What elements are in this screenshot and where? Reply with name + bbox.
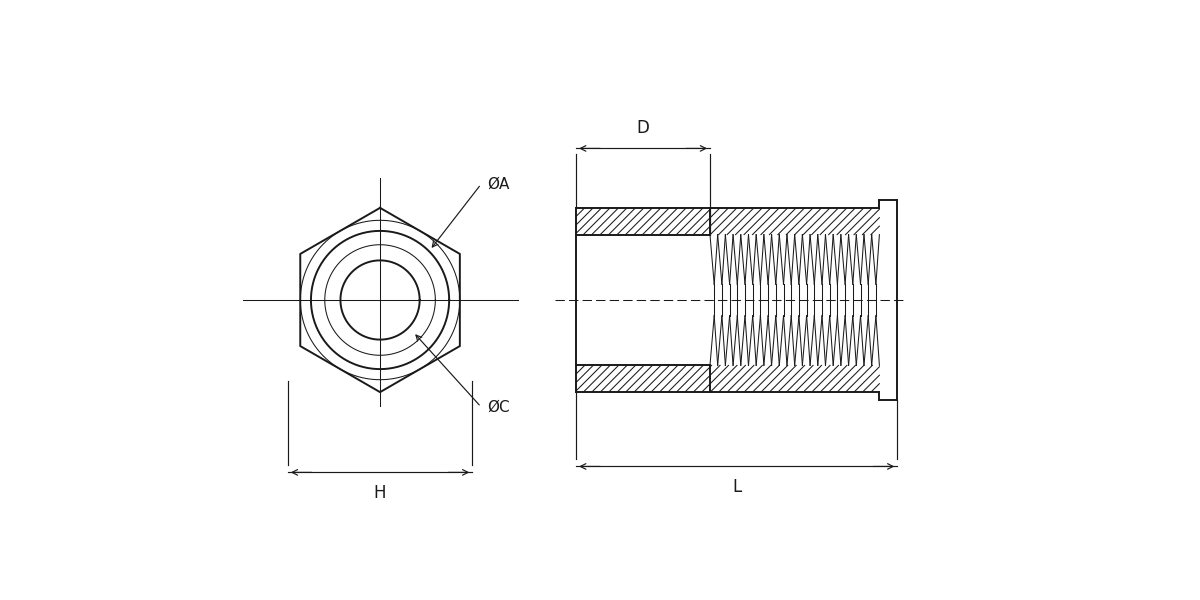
Text: ØC: ØC (487, 400, 510, 415)
Text: L: L (732, 478, 742, 496)
Text: H: H (374, 484, 386, 502)
Text: D: D (637, 119, 649, 137)
Text: ØA: ØA (487, 176, 510, 191)
